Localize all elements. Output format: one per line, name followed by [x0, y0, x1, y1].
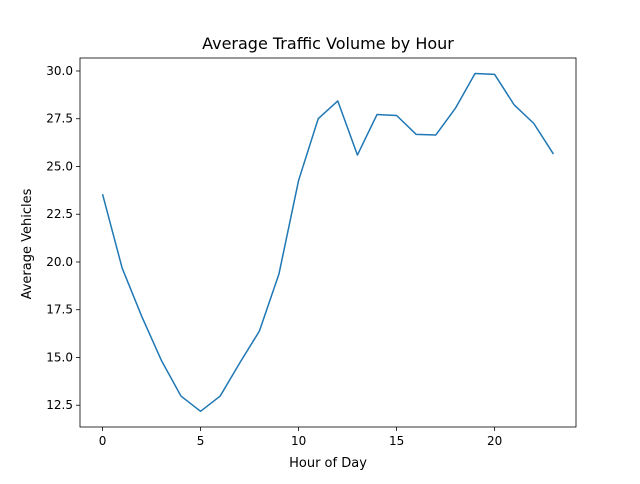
- series-line: [101, 72, 555, 413]
- x-tick-label: 0: [99, 434, 107, 448]
- y-tick-label: 27.5: [46, 112, 73, 126]
- x-tick-label: 15: [389, 434, 404, 448]
- axes-frame: [79, 57, 577, 428]
- y-tick-label: 22.5: [46, 207, 73, 221]
- y-tick-label: 12.5: [46, 398, 73, 412]
- x-axis-label: Hour of Day: [289, 456, 367, 471]
- x-tick-label: 20: [487, 434, 502, 448]
- y-tick-label: 20.0: [46, 255, 73, 269]
- x-tick-label: 5: [197, 434, 205, 448]
- y-axis-label: Average Vehicles: [20, 188, 35, 299]
- y-tick-label: 30.0: [46, 64, 73, 78]
- y-tick-label: 25.0: [46, 159, 73, 173]
- x-tick-label: 10: [291, 434, 306, 448]
- plot-area: 0 5 10 15 20 12.5 15.0 17.5 20.0 22.5 25.0 27.5 30.0: [46, 57, 577, 448]
- chart-title: Average Traffic Volume by Hour: [202, 34, 454, 53]
- y-tick-label: 15.0: [46, 350, 73, 364]
- y-tick-label: 17.5: [46, 303, 73, 317]
